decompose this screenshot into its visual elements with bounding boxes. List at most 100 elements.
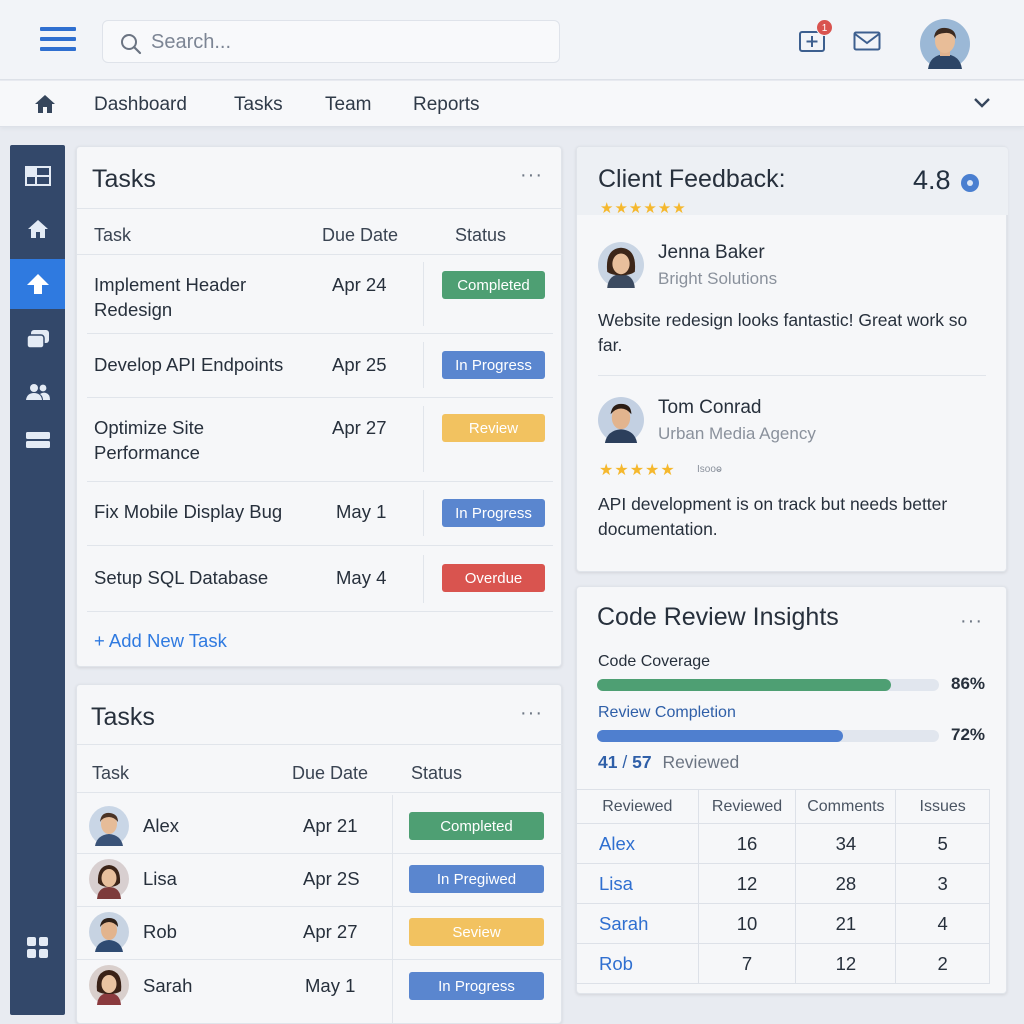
sidebar-item-home[interactable] — [10, 204, 65, 254]
reviewer-name-link[interactable]: Rob — [576, 943, 699, 984]
reviewer-name-link[interactable]: Sarah — [576, 903, 699, 944]
home-icon — [27, 220, 48, 238]
code-review-more-button[interactable]: ··· — [960, 610, 983, 632]
reviewed-label: Reviewed — [662, 752, 740, 772]
col-header-task: Task — [94, 225, 132, 245]
task-name: Setup SQL Database — [94, 567, 269, 588]
status-badge[interactable]: In Progress — [442, 351, 545, 379]
add-new-task-link[interactable]: + Add New Task — [94, 630, 227, 651]
avatar — [89, 859, 129, 899]
reviewer-company: Urban Media Agency — [658, 424, 816, 443]
user-avatar[interactable] — [920, 19, 970, 69]
table-header-row: Reviewed Reviewed Comments Issues — [576, 789, 990, 824]
search-box[interactable] — [102, 20, 560, 63]
nav-dashboard[interactable]: Dashboard — [94, 94, 187, 115]
sidebar-item-messages[interactable] — [10, 315, 65, 365]
status-badge[interactable]: Completed — [442, 271, 545, 299]
avatar — [89, 912, 129, 952]
issues-cell: 2 — [895, 943, 990, 984]
sidebar-item-apps[interactable] — [10, 923, 65, 973]
rating-value: 4.8 — [913, 165, 951, 195]
rating-stars: ★★★★★★ — [600, 200, 687, 217]
reviewer-stats-table: Reviewed Reviewed Comments Issues Alex 1… — [576, 789, 990, 984]
col-header: Issues — [895, 789, 990, 824]
left-sidebar — [10, 145, 65, 1015]
sidebar-item-upload[interactable] — [10, 259, 65, 309]
mail-button[interactable] — [853, 31, 881, 56]
avatar — [598, 242, 644, 288]
reviewed-total: 57 — [632, 752, 652, 772]
search-input[interactable] — [151, 27, 541, 57]
comments-cell: 21 — [795, 903, 897, 944]
team-tasks-card: Tasks ··· Task Due Date Status Alex Apr … — [76, 684, 563, 1024]
review-stars: ★★★★★ — [599, 462, 676, 479]
reviewed-cell: 12 — [697, 863, 797, 904]
home-icon[interactable] — [33, 93, 57, 115]
task-due: Apr 25 — [332, 354, 387, 375]
issues-cell: 3 — [895, 863, 990, 904]
feedback-text: API development is on track but needs be… — [598, 494, 948, 539]
status-badge[interactable]: In Progress — [442, 499, 545, 527]
table-row[interactable]: Lisa 12 28 3 — [576, 863, 990, 904]
coverage-label: Code Coverage — [598, 653, 711, 670]
reviewed-cell: 16 — [697, 823, 797, 864]
sidebar-item-team[interactable] — [10, 367, 65, 417]
users-icon — [25, 384, 50, 400]
reviewer-name-link[interactable]: Lisa — [576, 863, 699, 904]
status-badge[interactable]: Overdue — [442, 564, 545, 592]
col-header-status: Status — [455, 225, 507, 245]
sidebar-item-storage[interactable] — [10, 415, 65, 465]
notification-badge: 1 — [816, 19, 833, 36]
issues-cell: 5 — [895, 823, 990, 864]
table-row[interactable]: Alex 16 34 5 — [576, 823, 990, 864]
nav-reports[interactable]: Reports — [413, 94, 480, 115]
feedback-card-title: Client Feedback: — [598, 165, 786, 193]
member-name: Lisa — [143, 868, 177, 889]
member-name: Sarah — [143, 975, 193, 996]
sidebar-item-dashboard[interactable] — [10, 151, 65, 201]
task-due: Apr 2S — [303, 868, 360, 889]
coverage-value: 86% — [951, 674, 986, 693]
reviewed-summary: 41 / 57 Reviewed — [598, 752, 739, 773]
task-due: May 1 — [336, 501, 387, 522]
chevron-down-icon[interactable] — [972, 96, 992, 110]
info-badge-icon — [961, 174, 979, 192]
task-due: May 4 — [336, 567, 387, 588]
reviewed-separator: / — [622, 752, 628, 772]
completion-value: 72% — [951, 725, 986, 744]
status-badge[interactable]: Completed — [409, 812, 544, 840]
nav-bar: Dashboard Tasks Team Reports — [0, 81, 1024, 127]
completion-progress-fill — [597, 730, 844, 742]
status-badge[interactable]: In Progress — [409, 972, 544, 1000]
team-tasks-more-button[interactable]: ··· — [520, 702, 543, 724]
member-name: Alex — [143, 815, 179, 836]
nav-tasks[interactable]: Tasks — [234, 94, 283, 115]
col-header: Reviewed — [576, 789, 699, 824]
status-badge[interactable]: Review — [442, 414, 545, 442]
menu-icon[interactable] — [40, 27, 76, 55]
status-badge[interactable]: Seview — [409, 918, 544, 946]
apps-grid-icon — [26, 937, 48, 958]
team-tasks-card-title: Tasks — [91, 703, 155, 731]
col-header-status: Status — [411, 763, 463, 783]
code-review-title: Code Review Insights — [597, 603, 839, 631]
reviewer-name-link[interactable]: Alex — [576, 823, 699, 864]
add-task-button[interactable]: 1 — [798, 19, 833, 54]
coverage-progress-fill — [597, 679, 892, 691]
member-name: Rob — [143, 921, 177, 942]
review-stars-note: Isooⱺ — [697, 464, 723, 475]
arrow-up-icon — [26, 274, 49, 294]
grid-list-icon — [24, 166, 51, 186]
table-row[interactable]: Rob 7 12 2 — [576, 943, 990, 984]
status-badge[interactable]: In Pregiwed — [409, 865, 544, 893]
search-icon — [121, 34, 142, 55]
tasks-more-button[interactable]: ··· — [520, 164, 543, 186]
plus-box-icon — [799, 31, 825, 52]
col-header: Comments — [795, 789, 897, 824]
reviewed-count: 41 — [598, 752, 618, 772]
nav-team[interactable]: Team — [325, 94, 372, 115]
feedback-text: Website redesign looks fantastic! Great … — [598, 310, 968, 355]
code-review-card: Code Review Insights ··· Code Coverage 8… — [576, 586, 1007, 994]
comments-cell: 28 — [795, 863, 897, 904]
table-row[interactable]: Sarah 10 21 4 — [576, 903, 990, 944]
